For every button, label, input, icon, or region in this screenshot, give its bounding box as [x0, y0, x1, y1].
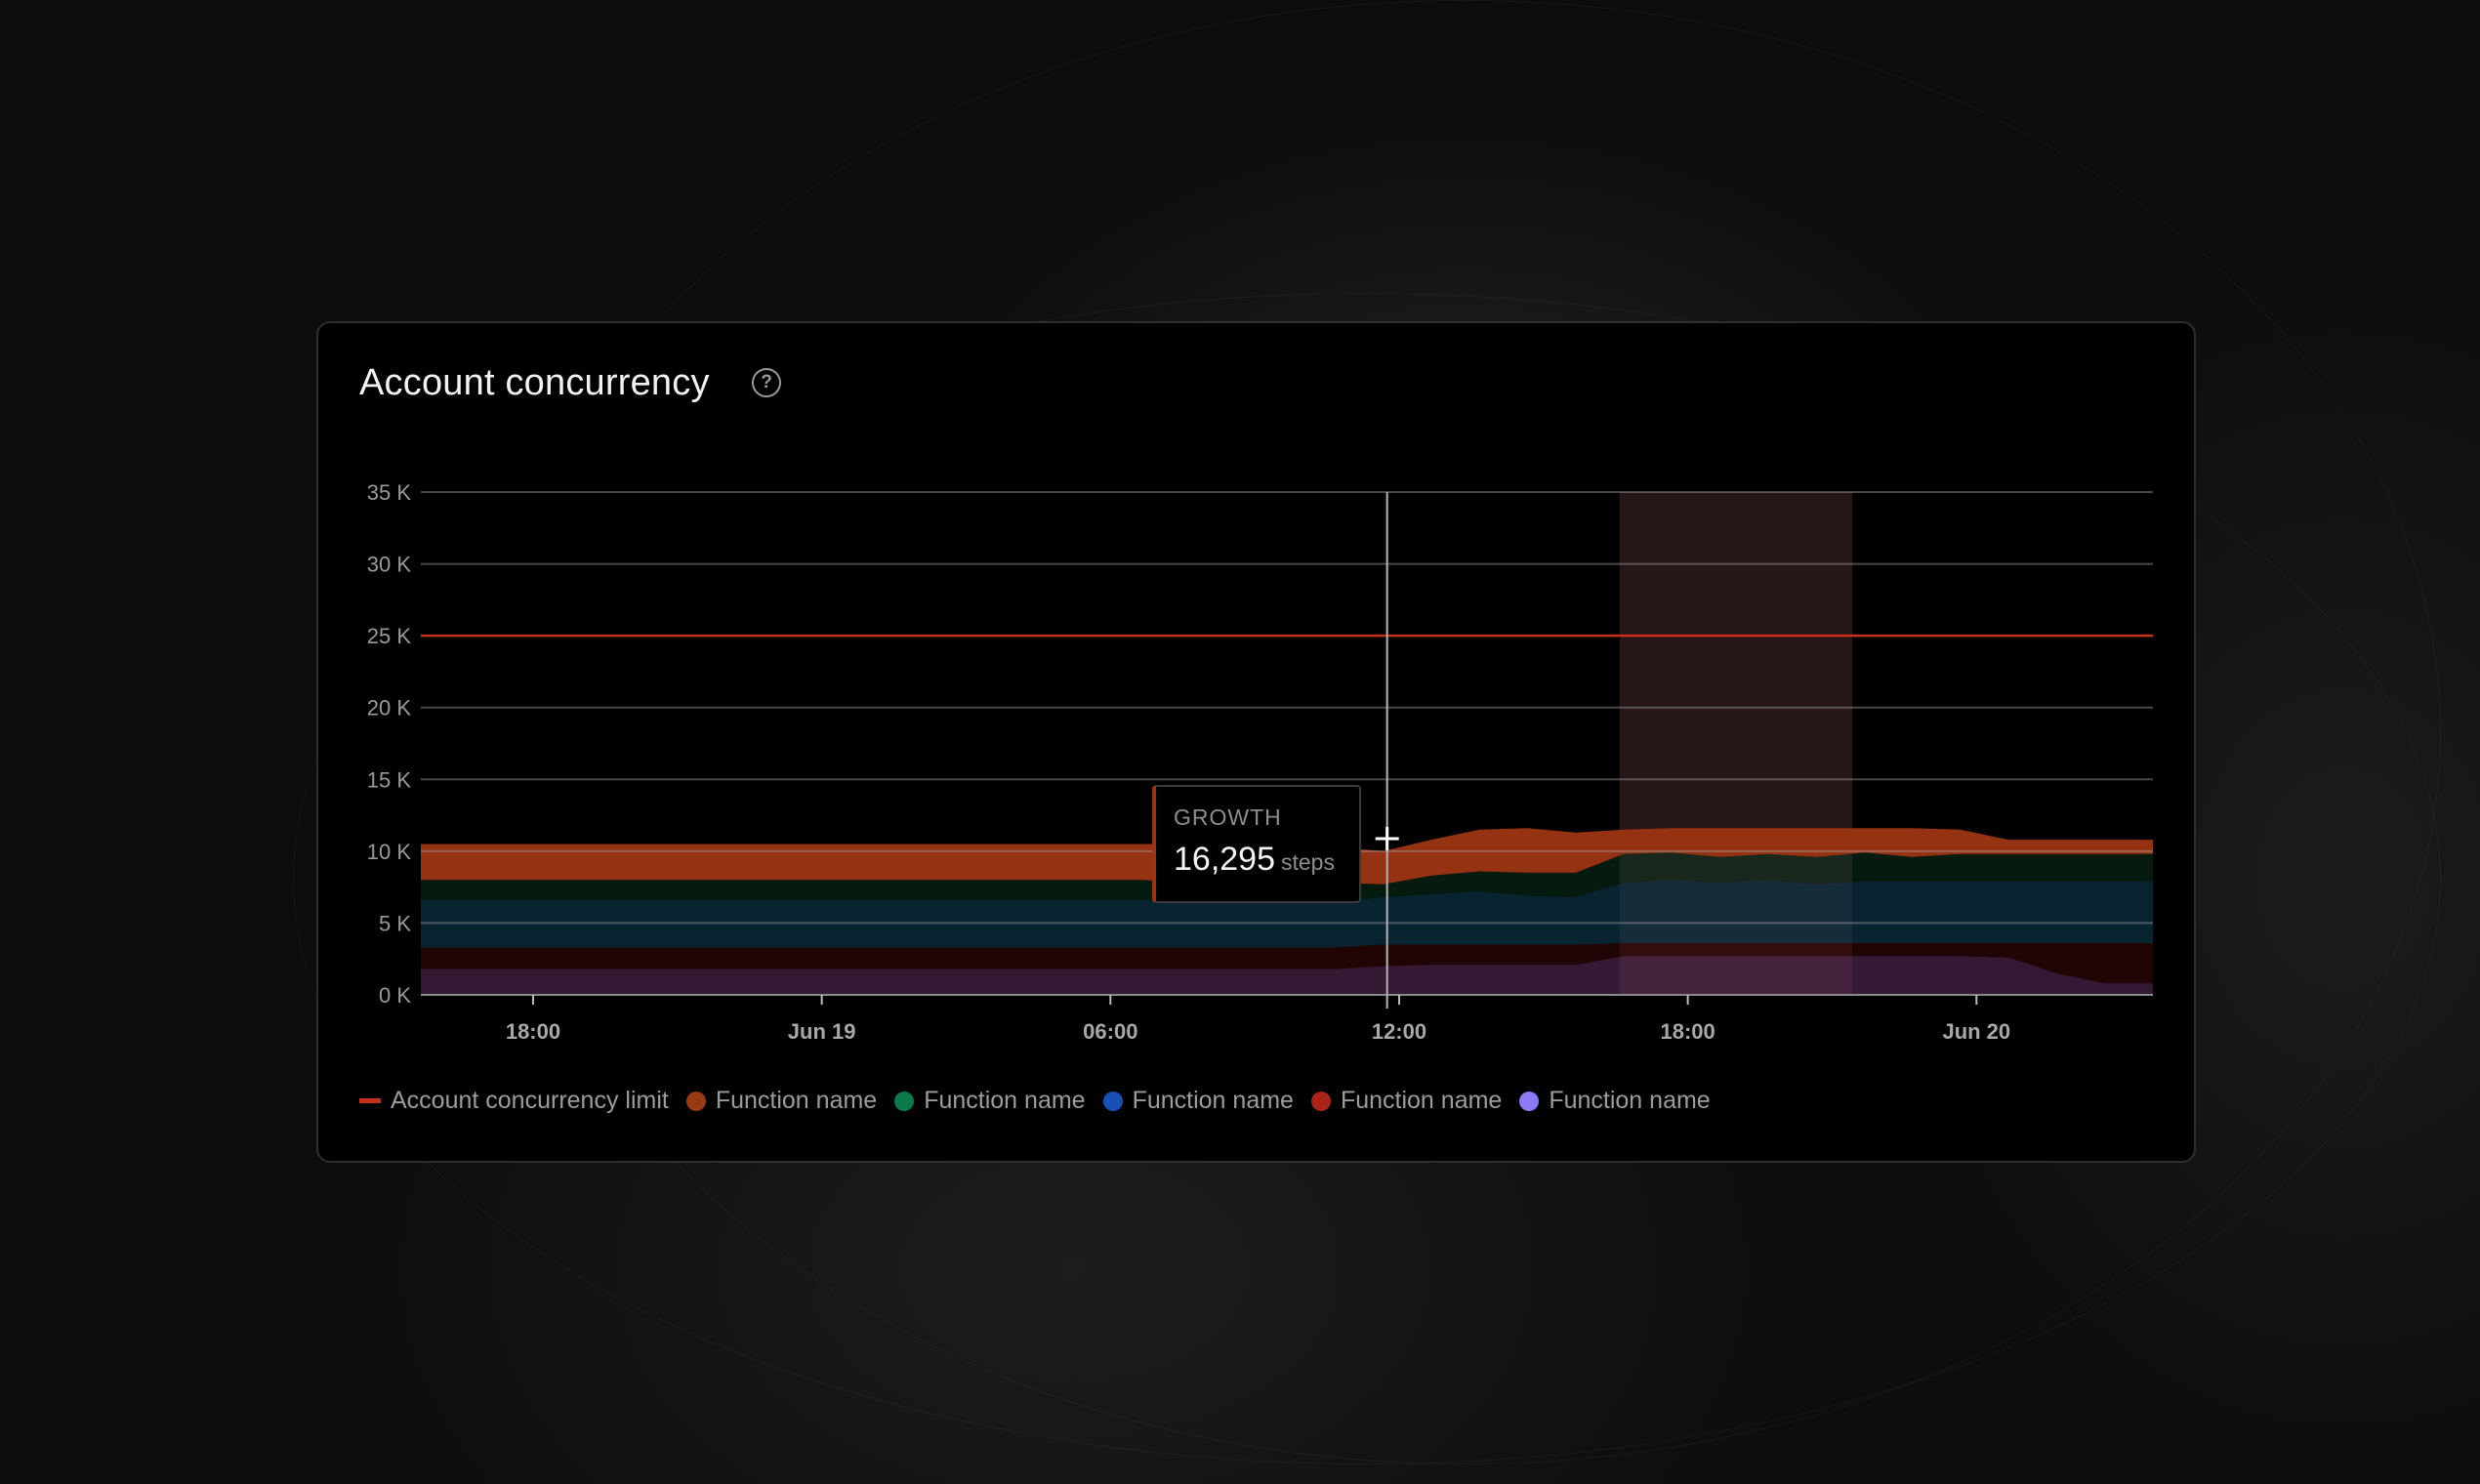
concurrency-chart: 0 K 5 K 10 K 15 K 20 K 25 K 30 K 35 K 18:00 Jun …	[367, 480, 2153, 1044]
legend-dot-swatch	[894, 1091, 915, 1111]
legend-item-function[interactable]: Function name	[1519, 1087, 1711, 1115]
x-tick-label: Jun 20	[1942, 1019, 2010, 1044]
y-tick-label: 30 K	[367, 553, 412, 577]
y-tick-label: 10 K	[367, 840, 412, 864]
legend-dot-swatch	[1102, 1091, 1123, 1111]
legend-item-function[interactable]: Function name	[894, 1087, 1086, 1115]
background-swoosh	[293, 293, 2441, 1464]
legend-dot-swatch	[1310, 1091, 1331, 1111]
y-tick-label: 5 K	[379, 911, 411, 935]
tooltip-label: GROWTH	[1174, 804, 1282, 830]
y-tick-label: 15 K	[367, 767, 412, 792]
y-tick-label: 0 K	[379, 983, 411, 1008]
legend-item-function[interactable]: Function name	[1102, 1087, 1294, 1115]
chart-tooltip: GROWTH 16,295 steps	[1152, 785, 1361, 903]
question-circle-icon[interactable]: ?	[752, 368, 781, 397]
legend-label: Function name	[1549, 1087, 1711, 1114]
tooltip-value: 16,295	[1174, 841, 1275, 878]
tooltip-value-row: 16,295 steps	[1174, 841, 1359, 879]
x-tick-label: 12:00	[1372, 1019, 1426, 1044]
legend-label: Function name	[1340, 1087, 1503, 1114]
legend-dot-swatch	[1519, 1091, 1540, 1111]
y-tick-label: 25 K	[367, 624, 412, 648]
legend-label: Function name	[715, 1087, 878, 1114]
crosshair-cursor-icon	[1375, 827, 1399, 850]
card-title: Account concurrency	[359, 362, 710, 403]
x-tick-label: Jun 19	[788, 1019, 856, 1044]
area-series-1[interactable]	[421, 852, 2153, 903]
chart-legend: Account concurrency limit Function name Fu…	[359, 1087, 1728, 1115]
legend-label: Function name	[924, 1087, 1086, 1114]
y-tick-label: 35 K	[367, 480, 412, 505]
tooltip-unit: steps	[1281, 849, 1335, 875]
legend-item-function[interactable]: Function name	[1310, 1087, 1503, 1115]
x-tick-label: 06:00	[1083, 1019, 1137, 1044]
legend-dot-swatch	[685, 1091, 706, 1111]
legend-label: Account concurrency limit	[391, 1087, 669, 1114]
legend-item-function[interactable]: Function name	[685, 1087, 878, 1115]
area-series-4[interactable]	[421, 956, 2153, 995]
x-tick-label: 18:00	[506, 1019, 560, 1044]
y-tick-label: 20 K	[367, 696, 412, 721]
account-concurrency-card: Account concurrency ? 0 K 5 K 10 K 15 K 20 K…	[316, 321, 2196, 1163]
x-tick-label: 18:00	[1661, 1019, 1715, 1044]
legend-line-swatch	[359, 1098, 381, 1103]
area-series-2[interactable]	[421, 880, 2153, 948]
legend-item-limit[interactable]: Account concurrency limit	[359, 1087, 669, 1115]
area-series-3[interactable]	[421, 943, 2153, 984]
legend-label: Function name	[1132, 1087, 1294, 1114]
